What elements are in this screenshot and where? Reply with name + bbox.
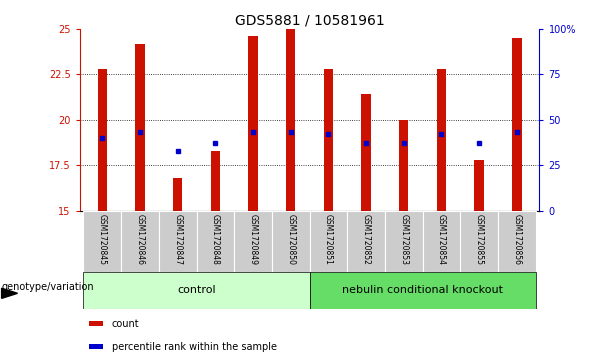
Bar <box>362 94 371 211</box>
Text: genotype/variation: genotype/variation <box>2 282 94 293</box>
Text: percentile rank within the sample: percentile rank within the sample <box>112 342 277 352</box>
Text: GSM1720851: GSM1720851 <box>324 213 333 265</box>
Bar <box>89 344 103 349</box>
Bar <box>159 211 197 272</box>
Bar <box>89 321 103 326</box>
Bar <box>286 29 295 211</box>
Text: count: count <box>112 319 140 329</box>
Text: GSM1720852: GSM1720852 <box>362 213 371 265</box>
Text: GSM1720850: GSM1720850 <box>286 213 295 265</box>
Bar <box>272 211 310 272</box>
Bar <box>83 211 121 272</box>
Bar <box>234 211 272 272</box>
Bar <box>422 211 460 272</box>
Bar <box>310 272 536 309</box>
Text: GSM1720845: GSM1720845 <box>98 213 107 265</box>
Polygon shape <box>2 288 18 298</box>
Text: control: control <box>177 285 216 295</box>
Text: GSM1720856: GSM1720856 <box>512 213 521 265</box>
Bar <box>460 211 498 272</box>
Bar <box>399 120 408 211</box>
Bar <box>310 211 347 272</box>
Title: GDS5881 / 10581961: GDS5881 / 10581961 <box>235 14 384 28</box>
Text: GSM1720846: GSM1720846 <box>135 213 145 265</box>
Bar <box>97 69 107 211</box>
Text: GSM1720854: GSM1720854 <box>437 213 446 265</box>
Text: GSM1720853: GSM1720853 <box>399 213 408 265</box>
Text: GSM1720855: GSM1720855 <box>474 213 484 265</box>
Bar <box>498 211 536 272</box>
Text: GSM1720848: GSM1720848 <box>211 213 220 265</box>
Text: GSM1720849: GSM1720849 <box>248 213 257 265</box>
Bar <box>324 69 333 211</box>
Bar <box>248 36 257 211</box>
Bar <box>436 69 446 211</box>
Bar <box>173 178 183 211</box>
Bar <box>474 160 484 211</box>
Bar <box>347 211 385 272</box>
Bar <box>211 151 220 211</box>
Bar <box>83 272 310 309</box>
Text: GSM1720847: GSM1720847 <box>173 213 182 265</box>
Bar <box>121 211 159 272</box>
Bar <box>512 38 522 211</box>
Bar <box>385 211 422 272</box>
Bar <box>135 44 145 211</box>
Bar <box>197 211 234 272</box>
Text: nebulin conditional knockout: nebulin conditional knockout <box>342 285 503 295</box>
